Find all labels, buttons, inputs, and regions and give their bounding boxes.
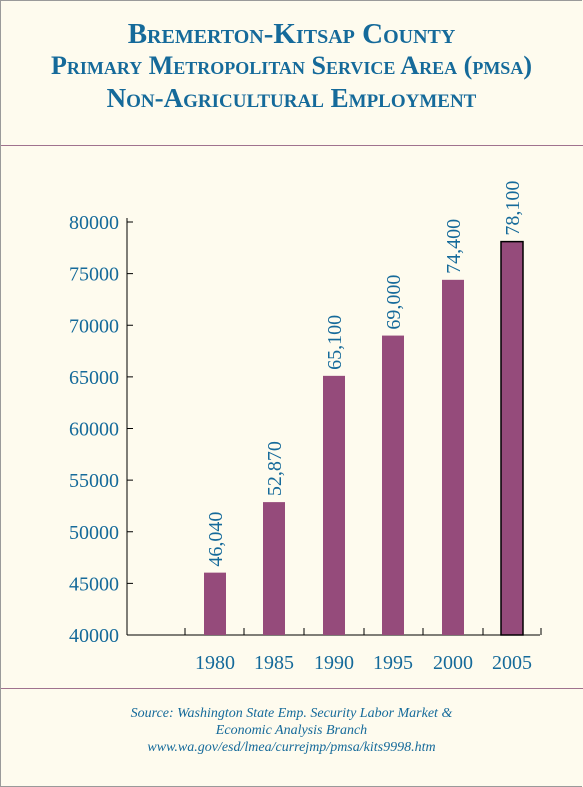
y-tick-label: 45000 [69,573,119,595]
title-line-2: Primary Metropolitan Service Area (pmsa) [51,51,532,80]
data-label: 78,100 [502,181,524,236]
bar [500,240,524,636]
source-line-2: Economic Analysis Branch [215,723,368,738]
x-tick-label: 1990 [314,652,354,674]
bar [382,335,404,635]
bar [204,572,226,635]
y-tick-label: 60000 [69,419,119,441]
x-tick-label: 1985 [254,652,294,674]
data-label: 65,100 [324,315,346,370]
title-line-3: Non-Agricultural Employment [106,83,477,113]
bar [263,502,285,635]
bar-chart: 80000 75000 70000 65000 60000 55000 50000 45000… [69,181,542,674]
top-divider [1,145,583,146]
y-tick-label: 65000 [69,367,119,389]
bar [323,375,345,635]
title-line-1: Bremerton-Kitsap County [127,18,456,50]
source-line-1: Source: Washington State Emp. Security L… [130,706,453,721]
data-label: 46,040 [205,512,227,567]
y-tick-label: 50000 [69,522,119,544]
y-tick-label: 80000 [69,212,119,234]
bottom-divider [1,688,583,689]
source-note: Source: Washington State Emp. Security L… [0,705,583,756]
y-tick-label: 55000 [69,470,119,492]
data-label: 69,000 [383,275,405,330]
y-tick-label: 70000 [69,315,119,337]
y-tick-label: 75000 [69,264,119,286]
y-tick-label: 40000 [69,625,119,647]
chart-title: Bremerton-Kitsap County Primary Metropol… [0,18,583,114]
bar [442,279,464,635]
data-label: 74,400 [443,219,465,274]
x-tick-label: 1980 [195,652,235,674]
source-url: www.wa.gov/esd/lmea/currejmp/pmsa/kits99… [147,740,436,755]
x-tick-label: 1995 [373,652,413,674]
x-tick-label: 2000 [433,652,473,674]
x-tick-label: 2005 [492,652,532,674]
data-label: 52,870 [264,441,286,496]
